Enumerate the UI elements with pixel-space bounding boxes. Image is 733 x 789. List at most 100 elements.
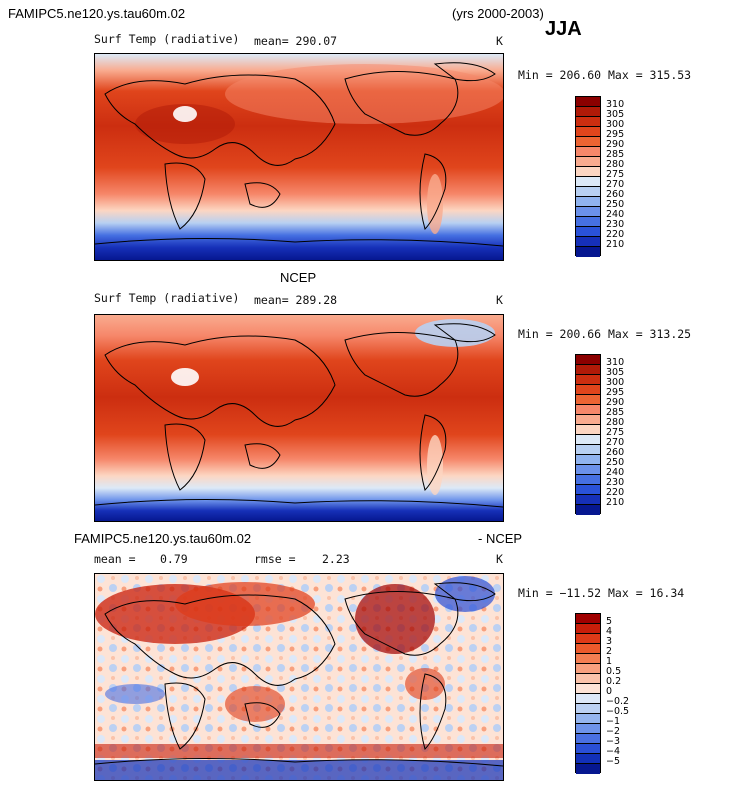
panel1-tick: 270: [606, 179, 625, 190]
panel2-colorbar-swatch: [576, 485, 600, 495]
panel1-tick: 230: [606, 219, 625, 230]
panel1-tick: 250: [606, 199, 625, 210]
panel1-tick: 280: [606, 159, 625, 170]
panel1-colorbar-labels: 310 305 300 295 290 285 280 275 270 260 …: [606, 100, 624, 250]
panel3-title-right: - NCEP: [478, 531, 523, 546]
panel2-title: NCEP: [280, 270, 317, 285]
panel3-rmse-value: 2.23: [322, 552, 350, 566]
panel2-tick: 275: [606, 427, 625, 438]
panel1-colorbar-swatch: [576, 167, 600, 177]
panel3-colorbar-labels: 5 4 3 2 1 0.5 0.2 0 −0.2 −0.5 −1 −2 −3 −…: [606, 617, 629, 767]
panel3-tick: −0.2: [606, 696, 630, 707]
panel3-colorbar-swatch: [576, 634, 600, 644]
panel2-temperature-field: [95, 315, 503, 521]
panel2-map: [94, 314, 504, 522]
panel1-tick: 310: [606, 99, 625, 110]
panel2-colorbar-swatch: [576, 405, 600, 415]
panel1-map: [94, 53, 504, 261]
panel2-colorbar-swatch: [576, 415, 600, 425]
years-label: (yrs 2000-2003): [452, 6, 544, 21]
panel3-colorbar-swatch: [576, 754, 600, 764]
panel2-colorbar-swatch: [576, 425, 600, 435]
panel1-colorbar-swatch: [576, 137, 600, 147]
panel2-minmax: Min = 200.66 Max = 313.25: [518, 327, 692, 341]
panel1-colorbar-swatch: [576, 237, 600, 247]
panel1-colorbar: [575, 96, 601, 257]
panel3-tick: 3: [606, 636, 613, 647]
panel2-tick: 250: [606, 457, 625, 468]
panel1-tick: 210: [606, 239, 625, 250]
panel1-colorbar-swatch: [576, 117, 600, 127]
panel1-colorbar-swatch: [576, 177, 600, 187]
panel2-tick: 300: [606, 377, 625, 388]
panel1-colorbar-swatch: [576, 207, 600, 217]
panel3-tick: −2: [606, 726, 621, 737]
panel2-colorbar-swatch: [576, 495, 600, 505]
panel2-tick: 290: [606, 397, 625, 408]
panel2-colorbar-swatch: [576, 445, 600, 455]
panel2-tick: 295: [606, 387, 625, 398]
panel1-colorbar-swatch: [576, 187, 600, 197]
panel1-tick: 275: [606, 169, 625, 180]
panel1-mean: mean= 290.07: [254, 34, 338, 48]
panel3-colorbar-swatch: [576, 694, 600, 704]
panel1-tick: 295: [606, 129, 625, 140]
panel1-tick: 220: [606, 229, 625, 240]
panel3-tick: 0: [606, 686, 613, 697]
panel1-colorbar-swatch: [576, 227, 600, 237]
panel1-tick: 300: [606, 119, 625, 130]
panel2-colorbar-swatch: [576, 375, 600, 385]
panel1-tick: 305: [606, 109, 625, 120]
panel3-tick: 1: [606, 656, 613, 667]
panel3-tick: 2: [606, 646, 613, 657]
panel2-colorbar-labels: 310 305 300 295 290 285 280 275 270 260 …: [606, 358, 624, 508]
panel2-tick: 310: [606, 357, 625, 368]
panel3-map: [94, 573, 504, 781]
panel3-colorbar-swatch: [576, 624, 600, 634]
panel2-tick: 305: [606, 367, 625, 378]
panel2-tick: 210: [606, 497, 625, 508]
panel1-colorbar-swatch: [576, 247, 600, 257]
panel2-tick: 260: [606, 447, 625, 458]
panel3-tick: 5: [606, 616, 613, 627]
panel1-colorbar-swatch: [576, 97, 600, 107]
panel2-colorbar-swatch: [576, 355, 600, 365]
panel3-tick: −0.5: [606, 706, 630, 717]
panel3-difference-field: [95, 574, 503, 780]
panel2-colorbar-swatch: [576, 475, 600, 485]
panel1-field-label: Surf Temp (radiative): [94, 32, 240, 46]
panel3-tick: 0.2: [606, 676, 622, 687]
panel3-colorbar-swatch: [576, 664, 600, 674]
panel1-units: K: [496, 34, 503, 48]
panel2-tick: 230: [606, 477, 625, 488]
panel3-colorbar-swatch: [576, 764, 600, 774]
panel3-title-left: FAMIPC5.ne120.ys.tau60m.02: [74, 531, 252, 546]
panel1-tick: 260: [606, 189, 625, 200]
panel3-colorbar-swatch: [576, 674, 600, 684]
panel2-colorbar-swatch: [576, 395, 600, 405]
panel3-minmax: Min = −11.52 Max = 16.34: [518, 586, 685, 600]
panel2-tick: 285: [606, 407, 625, 418]
panel3-colorbar-swatch: [576, 684, 600, 694]
season-label: JJA: [545, 18, 582, 40]
panel3-colorbar: [575, 613, 601, 774]
panel3-tick: −5: [606, 756, 621, 767]
model-title: FAMIPC5.ne120.ys.tau60m.02: [8, 6, 186, 21]
panel3-colorbar-swatch: [576, 724, 600, 734]
panel1-temperature-field: [95, 54, 503, 260]
panel2-field-label: Surf Temp (radiative): [94, 291, 240, 305]
panel3-tick: −1: [606, 716, 621, 727]
panel2-tick: 220: [606, 487, 625, 498]
panel3-tick: −4: [606, 746, 621, 757]
panel1-tick: 240: [606, 209, 625, 220]
panel3-colorbar-swatch: [576, 614, 600, 624]
panel2-colorbar-swatch: [576, 435, 600, 445]
panel1-tick: 290: [606, 139, 625, 150]
panel2-tick: 240: [606, 467, 625, 478]
panel3-colorbar-swatch: [576, 734, 600, 744]
panel2-colorbar-swatch: [576, 385, 600, 395]
panel3-tick: −3: [606, 736, 621, 747]
panel3-mean-value: 0.79: [160, 552, 188, 566]
panel2-colorbar: [575, 354, 601, 515]
panel1-colorbar-swatch: [576, 127, 600, 137]
